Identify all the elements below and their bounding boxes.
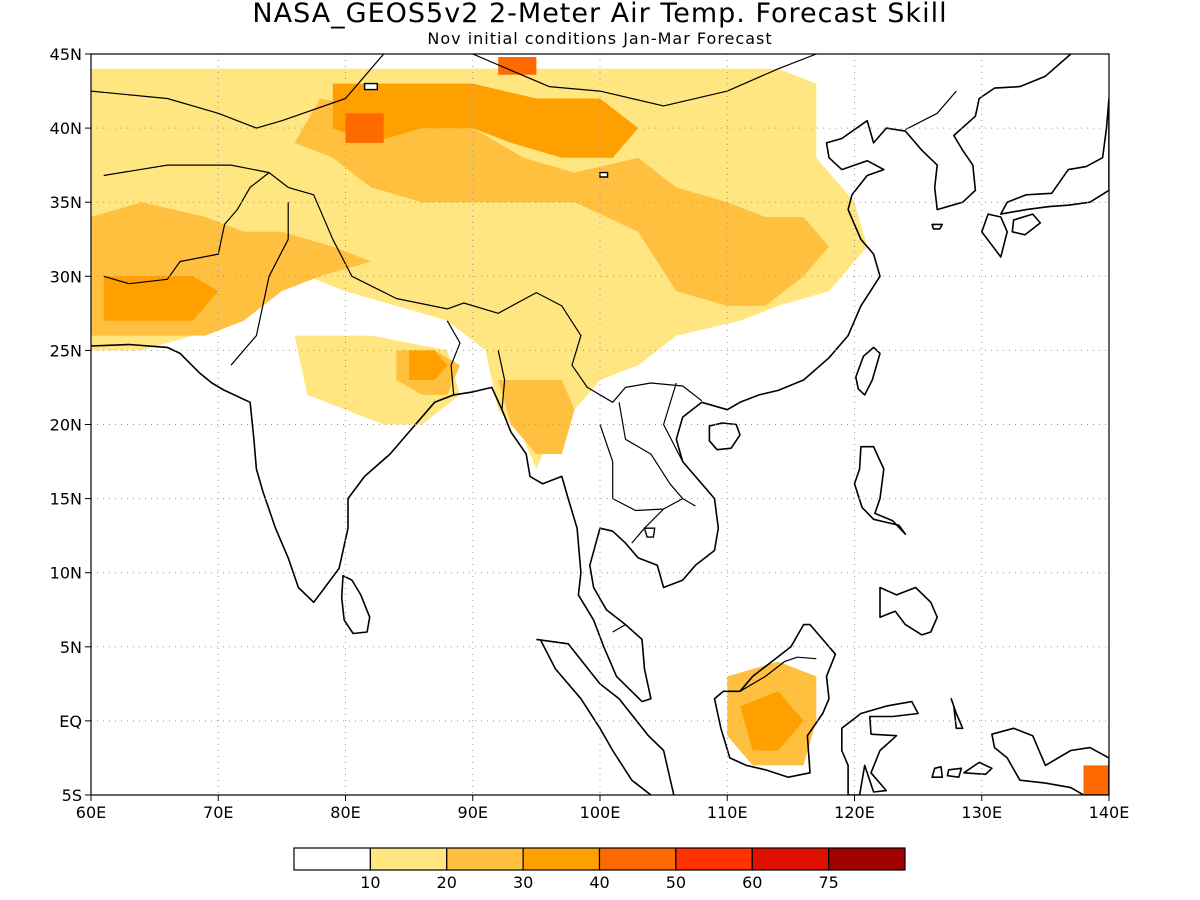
country-border [723,656,817,692]
colorbar-label: 10 [360,873,380,892]
country-border [612,624,626,633]
x-tick-label: 100E [580,803,621,822]
coastline [1011,213,1042,236]
skill-region [498,380,575,455]
coastline [879,586,939,636]
x-tick-label: 140E [1089,803,1130,822]
colorbar-label: 30 [513,873,533,892]
country-border [662,382,684,462]
coastline [536,638,675,795]
chart-subtitle: Nov initial conditions Jan-Mar Forecast [427,29,773,48]
colorbar-label: 50 [666,873,686,892]
x-tick-label: 120E [834,803,875,822]
skill-region [1083,765,1109,795]
skill-region [103,276,219,321]
coastline [708,422,741,451]
y-tick-label: EQ [59,712,82,731]
coastline [931,223,944,230]
coastline [713,623,837,779]
coastline [854,346,881,396]
coastline [999,97,1109,215]
y-tick-label: 15N [50,490,82,509]
y-tick-label: 10N [50,564,82,583]
lake [363,82,378,91]
skill-region [345,113,384,143]
country-border [497,350,506,410]
skill-region [91,68,868,470]
chart-title: NASA_GEOS5v2 2-Meter Air Temp. Forecast … [252,0,948,29]
country-border [631,508,665,544]
colorbar: 10 20 30 40 50 60 75 [293,847,906,892]
coastline [340,574,371,635]
skill-region [294,98,830,306]
x-tick-label: 90E [458,803,488,822]
country-border [91,54,385,129]
y-tick-label: 5N [60,638,82,657]
y-tick-label: 40N [50,119,82,138]
x-tick-label: 110E [707,803,748,822]
colorbar-swatch [598,847,677,871]
coastline [931,765,944,779]
coastline [91,54,1072,703]
x-tick-label: 80E [330,803,360,822]
colorbar-swatch [828,847,906,871]
skill-region [740,691,804,751]
lake [643,527,656,538]
lake [599,171,609,178]
y-tick-label: 5S [62,786,82,805]
country-border [472,54,817,107]
country-border [446,320,461,395]
y-tick-label: 35N [50,193,82,212]
x-tick-label: 70E [203,803,233,822]
colorbar-swatch [751,847,830,871]
skill-region [332,83,639,158]
country-border [103,164,703,403]
colorbar-label: 60 [742,873,762,892]
skill-region [409,350,448,380]
colorbar-label: 75 [818,873,838,892]
y-tick-label: 20N [50,416,82,435]
colorbar-label: 40 [589,873,609,892]
coastline [980,213,1009,258]
coastline [840,700,919,795]
longitude-ticks: 60E 70E 80E 90E 100E 110E 120E 130E 140E [76,795,1130,822]
coastline [963,761,993,776]
coastline-layer [91,54,1109,795]
colorbar-swatch [369,847,448,871]
colorbar-swatch [446,847,524,871]
country-border [103,172,270,285]
y-tick-label: 30N [50,267,82,286]
skill-shading-layer [91,57,1109,795]
y-tick-label: 25N [50,341,82,360]
x-tick-label: 130E [961,803,1002,822]
colorbar-swatch [675,847,753,871]
colorbar-swatch [293,847,371,871]
country-border [905,90,957,131]
skill-region [498,57,537,75]
colorbar-label: 20 [437,873,457,892]
colorbar-swatch [522,847,601,871]
coastline [946,767,963,779]
latitude-ticks: 45N 40N 35N 30N 25N 20N 15N 10N 5N EQ 5S [50,45,91,805]
coastline [853,445,907,536]
coastline [539,639,652,795]
coastline [950,697,964,730]
country-border [618,402,684,499]
x-tick-label: 60E [76,803,106,822]
country-border [230,202,289,366]
y-tick-label: 45N [50,45,82,64]
coastline [991,727,1109,795]
